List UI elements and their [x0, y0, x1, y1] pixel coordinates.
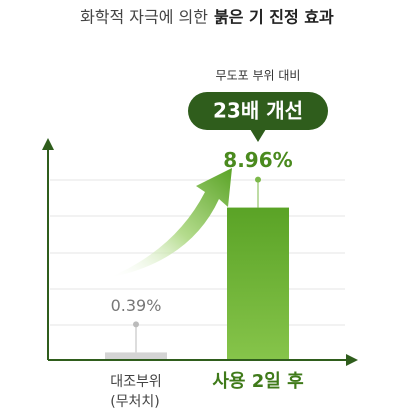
badge-box [188, 92, 328, 142]
x-tick-label: 대조부위 [110, 374, 162, 390]
axes [42, 138, 358, 366]
trend-arrow [108, 168, 232, 278]
x-tick-label: 사용 2일 후 [212, 371, 303, 392]
bar [227, 207, 289, 359]
badge: 23배 개선 [213, 99, 303, 123]
value-dot [255, 176, 261, 183]
value-dot [133, 321, 139, 328]
category-note: (무처치) [110, 394, 160, 410]
chart-title-emphasis: 붉은 기 진정 효과 [214, 8, 334, 27]
annotation: 무도포 부위 대비 [216, 69, 301, 83]
chart-title: 화학적 자극에 의한 [80, 8, 208, 27]
guides [50, 179, 345, 326]
bar [105, 352, 167, 359]
value-label: 8.96% [223, 148, 292, 172]
value-label: 0.39% [111, 296, 162, 315]
